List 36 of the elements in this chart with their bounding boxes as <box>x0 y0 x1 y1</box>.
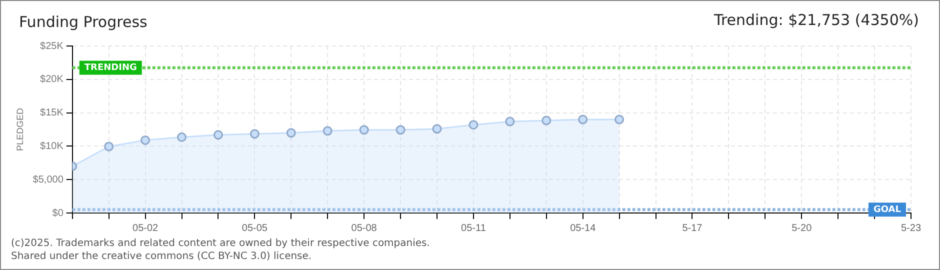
point <box>104 142 114 152</box>
y-tick-label: $0 <box>52 208 64 219</box>
x-tick-label: 05-05 <box>242 222 268 234</box>
point <box>614 114 624 124</box>
point <box>578 114 588 124</box>
point <box>468 120 478 130</box>
point <box>505 116 515 126</box>
y-tick-label: $10K <box>40 140 64 152</box>
x-tick-label: 05-02 <box>132 222 159 234</box>
text: Shared under the creative commons (CC BY-NC 3.0) license. <box>11 251 312 262</box>
y-tick-label: $5,000 <box>32 174 64 186</box>
point <box>140 135 150 145</box>
point <box>322 126 332 136</box>
x-tick-label: 5-17 <box>682 222 703 234</box>
x-tick-label: 05-08 <box>351 222 378 234</box>
point <box>396 125 406 135</box>
x-tick-label: 5-20 <box>792 222 812 234</box>
point <box>542 116 552 126</box>
ref-line-label: TRENDING <box>84 63 137 74</box>
point <box>286 128 296 138</box>
x-tick-label: 05-11 <box>461 222 486 234</box>
point <box>359 125 369 135</box>
point <box>250 129 260 139</box>
text: (c)2025. Trademarks and related content are owned by their respective companies. <box>11 238 430 249</box>
y-tick-label: $25K <box>40 40 64 52</box>
point <box>432 124 442 134</box>
point <box>213 130 223 140</box>
x-tick-label: 5-23 <box>900 222 922 234</box>
y-axis-title: PLEDGED <box>14 107 25 152</box>
text: Trending: $21,753 (4350%) <box>714 11 919 29</box>
ref-line-label: GOAL <box>874 205 902 216</box>
x-tick-label: 05-14 <box>570 222 596 234</box>
chart-title: Funding Progress <box>19 13 148 31</box>
point <box>177 132 187 142</box>
y-tick-label: $20K <box>40 74 64 86</box>
y-tick-label: $15K <box>40 108 64 119</box>
